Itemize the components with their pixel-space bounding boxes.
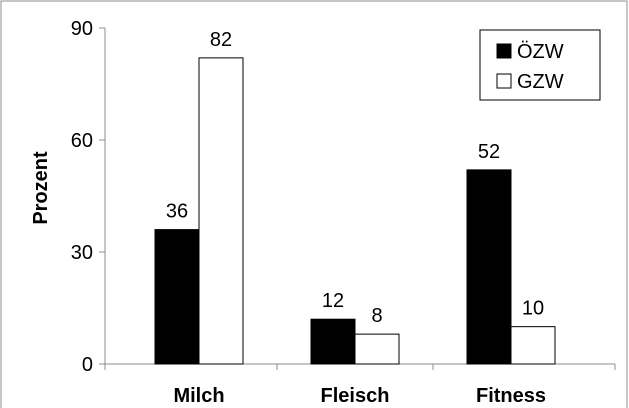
data-label: 52 xyxy=(478,141,500,163)
legend-swatch-özw xyxy=(496,43,512,59)
y-tick-label: 30 xyxy=(71,242,93,264)
bar-özw-fitness xyxy=(466,169,512,365)
legend: ÖZW GZW xyxy=(479,29,601,101)
legend-label-özw: ÖZW xyxy=(517,41,564,63)
x-category-label: Milch xyxy=(173,385,224,407)
legend-label-gzw: GZW xyxy=(517,71,564,93)
data-label: 82 xyxy=(210,29,232,51)
y-axis-title: Prozent xyxy=(30,151,52,225)
y-tick-label: 0 xyxy=(82,354,93,376)
data-label: 10 xyxy=(522,298,544,320)
bar-özw-milch xyxy=(154,229,200,365)
bar-özw-fleisch xyxy=(310,318,356,365)
y-tick-label: 90 xyxy=(71,18,93,40)
x-category-label: Fleisch xyxy=(321,385,390,407)
legend-swatch-gzw xyxy=(496,73,512,89)
x-category-label: Fitness xyxy=(476,385,546,407)
data-label: 12 xyxy=(322,290,344,312)
plot-layer: 0 30 60 90 36 82 Milch 12 8 Fleisch 52 10 Fitness xyxy=(71,18,616,407)
data-label: 8 xyxy=(371,305,382,327)
y-tick-label: 60 xyxy=(71,130,93,152)
bar-gzw-fleisch xyxy=(354,333,400,365)
bar-gzw-fitness xyxy=(510,326,556,365)
data-label: 36 xyxy=(166,201,188,223)
bar-gzw-milch xyxy=(198,57,244,365)
